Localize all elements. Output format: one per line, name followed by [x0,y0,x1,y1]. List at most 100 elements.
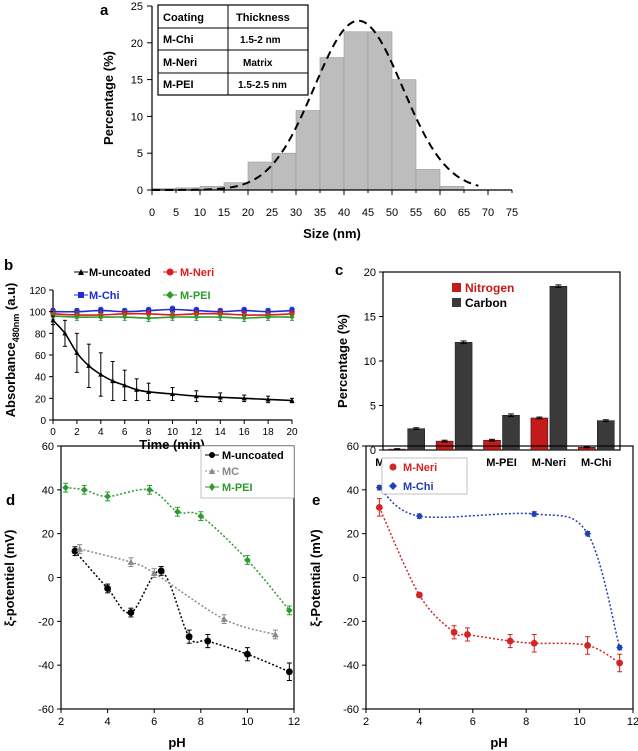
legend-chi: M-Chi [89,290,120,302]
legend-swatch-nitrogen [452,283,461,292]
histogram-bar [391,79,417,191]
data-point [530,639,538,647]
y-tick-label: 20 [42,529,54,541]
data-point [193,393,199,399]
triangle-marker-icon [209,468,215,474]
x-tick-label: 2 [363,716,369,728]
x-tick-label: 6 [470,716,476,728]
x-tick-label: 70 [482,207,494,219]
bar-nitrogen [530,417,549,451]
data-point [616,659,624,667]
panel-label-a: a [100,2,109,19]
data-point [265,314,271,320]
data-point [98,371,104,377]
y-tick-label: 40 [347,485,359,497]
diamond-marker-icon [389,482,397,490]
x-tick-label: 40 [338,207,350,219]
y-tick-label: 0 [137,185,143,197]
data-point [76,545,84,552]
data-point [464,631,471,638]
diamond-marker-icon [209,483,215,491]
data-point [169,314,176,320]
data-point [134,387,140,392]
data-point [204,637,212,645]
data-point [185,633,193,641]
triangle-marker-icon [78,269,84,275]
panel-b-legend: M-uncoated M-Neri M-Chi M-PEI [74,267,214,302]
panel-d-zeta: 2 4 6 8 10 12 -60 -40 -20 0 20 40 60 pH ξ-potentiel … [2,441,300,750]
data-point [62,330,68,336]
histogram-bar [367,31,393,191]
panel-e-zeta: 2 4 6 8 10 12 -60 -40 -20 0 20 40 60 pH ξ-Potential … [308,441,638,750]
x-tick-label: 2 [58,716,64,728]
panel-a-xlabel: Size (nm) [303,226,361,241]
x-tick-label: 55 [410,207,422,219]
data-point [98,307,104,314]
data-point [50,317,56,323]
legend-box [381,457,468,495]
y-tick-label: 20 [347,529,359,541]
x-tick-label: 65 [458,207,470,219]
y-tick-label: 120 [29,286,46,297]
legend-pei: M-PEI [222,482,253,494]
data-point [71,547,79,555]
y-tick-label: 25 [131,1,143,13]
y-tick-label: -40 [343,660,359,672]
data-point [146,315,152,321]
data-point [217,394,223,400]
data-point [193,314,199,320]
circle-marker-icon [209,452,215,458]
data-point [241,315,247,321]
y-tick-label: 20 [35,394,47,405]
bar-carbon [407,428,425,451]
series-fit-line [74,550,290,673]
table-header-cell: Thickness [236,12,290,24]
histogram-bar [271,152,297,191]
x-tick-label: 25 [266,207,278,219]
x-tick-label: 20 [286,427,298,438]
x-tick-label: 5 [173,207,179,219]
legend-pei: M-PEI [180,290,211,302]
data-point [285,668,293,676]
data-point [217,314,223,320]
data-point [584,530,592,538]
y-tick-label: 5 [137,148,143,160]
svg-text:Absorbance480nm (a.u): Absorbance480nm (a.u) [3,283,21,418]
y-tick-label: 15 [131,75,143,87]
series-fit-line [378,507,621,664]
legend-swatch-carbon [452,298,461,307]
data-point [616,644,624,652]
y-tick-label: 20 [131,38,143,50]
x-tick-label: 75 [506,207,518,219]
histogram-bar [415,169,441,191]
y-tick-label: 20 [364,267,376,279]
data-point [416,512,423,520]
panel-a-histogram: 0 10 20 30 40 50 60 70 5 15 25 35 45 55 65 75 0 5 10 15 20 25… [101,1,518,241]
x-tick-label: 15 [218,207,230,219]
series-fit-line [378,487,621,648]
data-point [127,609,135,616]
panel-d-legend: M-uncoated MC M-PEI [200,445,295,499]
data-point [157,567,165,575]
x-tick-label: 6 [151,716,157,728]
y-tick-label: 5 [370,401,376,413]
data-point [375,484,383,492]
x-tick-label: 30 [290,207,302,219]
y-tick-label: 60 [347,441,359,453]
panel-b-ylabel: Absorbance [3,342,18,417]
y-tick-label: 40 [35,373,47,384]
data-point [241,395,247,401]
data-point [62,484,70,492]
histogram-bar [319,57,345,191]
diamond-marker-icon [166,291,174,299]
y-tick-label: 60 [42,441,54,453]
data-point [122,314,128,320]
x-tick-label: 60 [434,207,446,219]
circle-marker-icon [166,268,174,276]
panel-b-ylabel-subscript: 480nm [11,314,21,343]
y-tick-label: 10 [131,111,143,123]
panel-b-xlabel: Time (min) [139,437,205,452]
x-tick-label: 50 [386,207,398,219]
legend-uncoated: M-uncoated [89,267,151,279]
x-tick-label: 0 [149,207,155,219]
